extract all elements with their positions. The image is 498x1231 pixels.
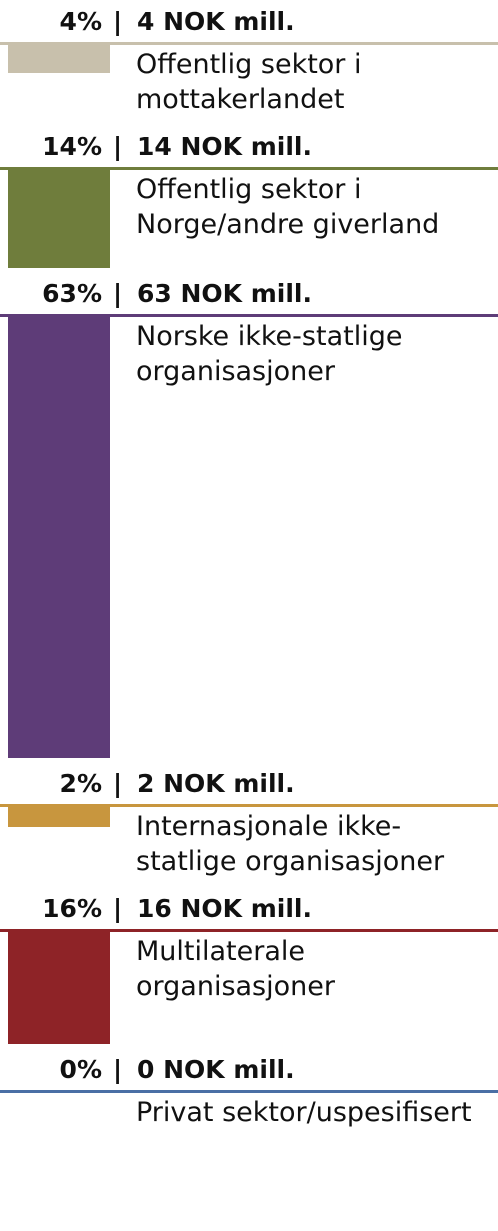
category-label: Offentlig sektor i Norge/andre giverland bbox=[136, 174, 440, 240]
separator: | bbox=[113, 279, 123, 308]
category-rule bbox=[0, 314, 498, 317]
category-bar bbox=[8, 932, 110, 1044]
category-bar bbox=[8, 807, 110, 827]
amount-label: 16 NOK mill. bbox=[137, 894, 312, 923]
separator: | bbox=[113, 894, 123, 923]
amount-label: 63 NOK mill. bbox=[137, 279, 312, 308]
row-header: 16% | 16 NOK mill. bbox=[0, 889, 498, 929]
category-label: Privat sektor/uspesifisert bbox=[136, 1097, 472, 1128]
separator: | bbox=[113, 7, 123, 36]
percent-label: 4% bbox=[59, 7, 102, 36]
amount-label: 4 NOK mill. bbox=[137, 7, 295, 36]
row-header: 2% | 2 NOK mill. bbox=[0, 764, 498, 804]
category-rule bbox=[0, 42, 498, 45]
category-label: Internasjonale ikke-statlige organisasjo… bbox=[136, 811, 445, 877]
separator: | bbox=[113, 769, 123, 798]
row-header: 63% | 63 NOK mill. bbox=[0, 274, 498, 314]
separator: | bbox=[113, 132, 123, 161]
category-label: Norske ikke-statlige organisasjoner bbox=[136, 321, 403, 387]
row-header: 0% | 0 NOK mill. bbox=[0, 1050, 498, 1090]
separator: | bbox=[113, 1055, 123, 1084]
percent-label: 2% bbox=[59, 769, 102, 798]
category-rule bbox=[0, 1090, 498, 1093]
category-rule bbox=[0, 804, 498, 807]
percent-label: 14% bbox=[42, 132, 102, 161]
category-bar bbox=[8, 170, 110, 268]
percent-label: 0% bbox=[59, 1055, 102, 1084]
amount-label: 14 NOK mill. bbox=[137, 132, 312, 161]
category-label: Multilaterale organisasjoner bbox=[136, 936, 335, 1002]
category-bar bbox=[8, 45, 110, 73]
percent-label: 16% bbox=[42, 894, 102, 923]
amount-label: 0 NOK mill. bbox=[137, 1055, 295, 1084]
category-bar bbox=[8, 317, 110, 758]
row-header: 14% | 14 NOK mill. bbox=[0, 127, 498, 167]
category-label: Offentlig sektor i mottakerlandet bbox=[136, 49, 362, 115]
category-rule bbox=[0, 929, 498, 932]
category-rule bbox=[0, 167, 498, 170]
row-header: 4% | 4 NOK mill. bbox=[0, 2, 498, 42]
percent-label: 63% bbox=[42, 279, 102, 308]
amount-label: 2 NOK mill. bbox=[137, 769, 295, 798]
